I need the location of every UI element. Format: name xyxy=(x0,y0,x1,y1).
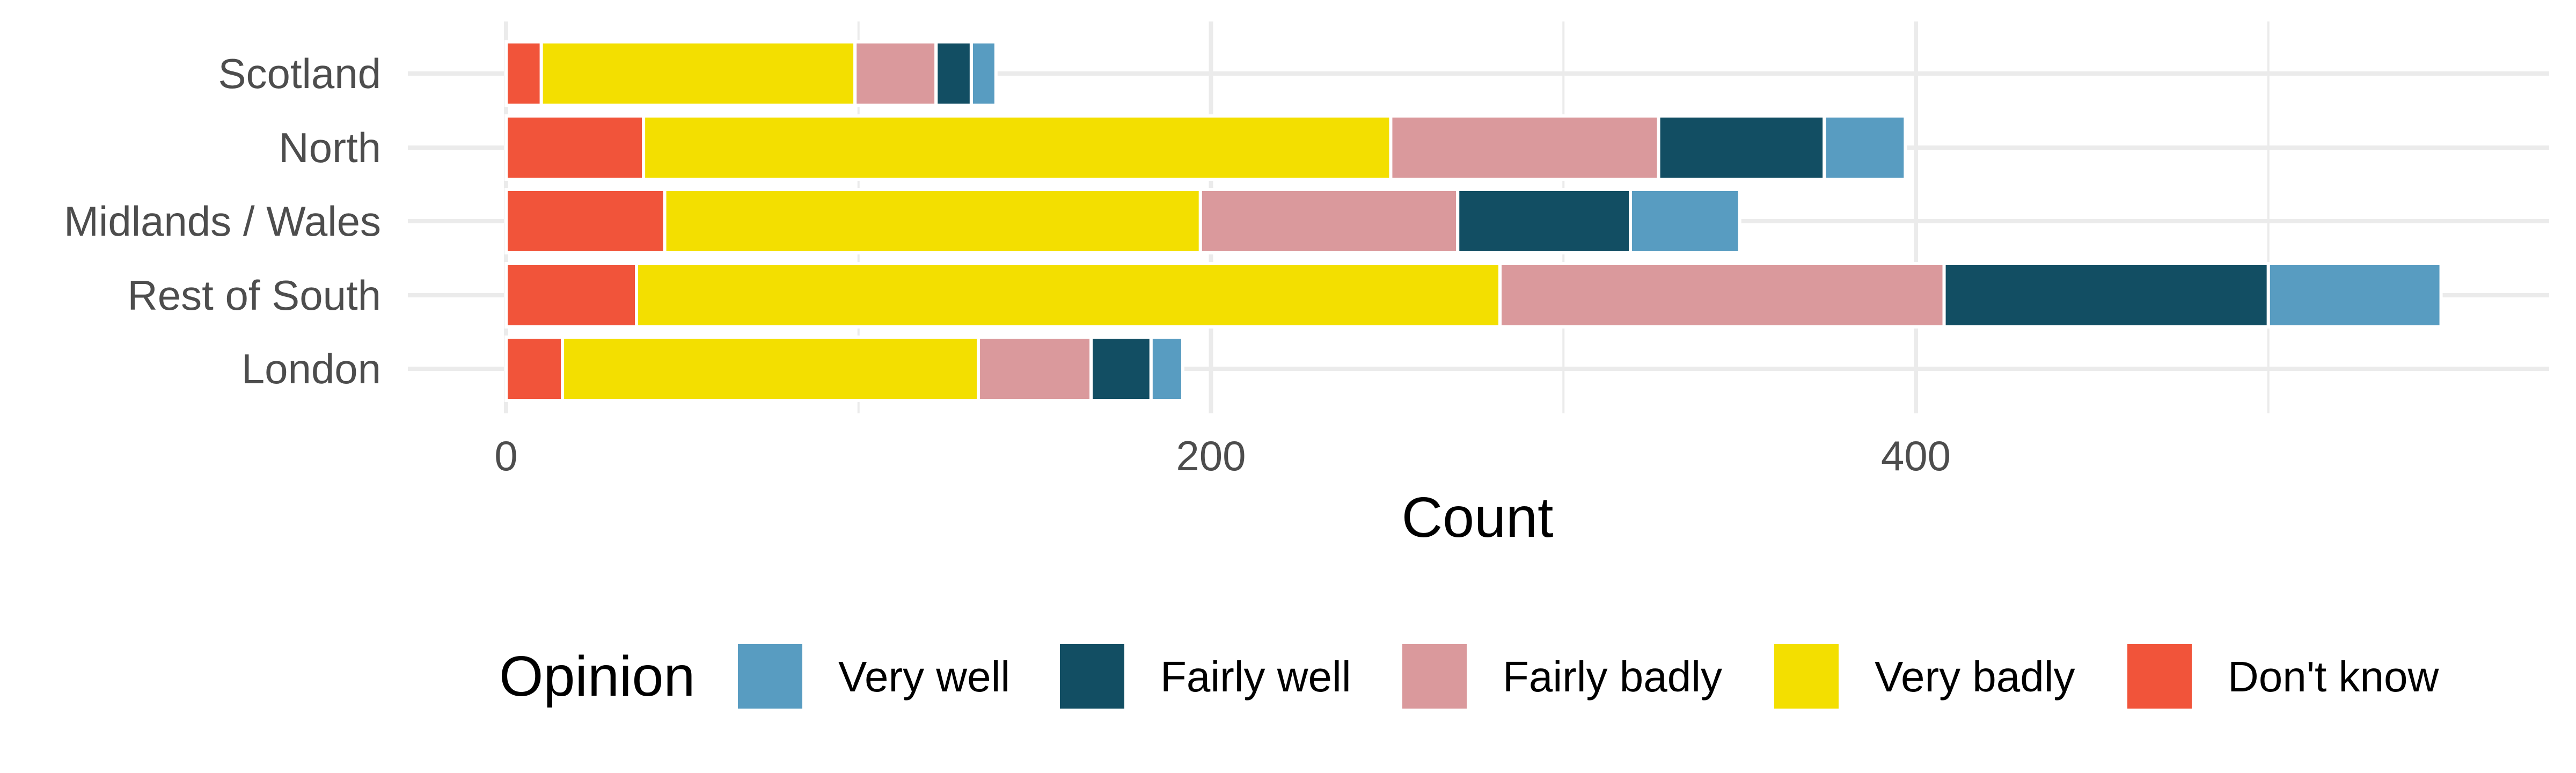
bar-segment-midlands-wales-fairly-badly xyxy=(1198,188,1460,254)
x-tick-label-400: 400 xyxy=(1881,432,1951,479)
bar-segment-rest-of-south-fairly-well xyxy=(1942,262,2270,329)
legend-key-very-well xyxy=(738,644,802,709)
bar-segment-london-fairly-badly xyxy=(977,336,1093,402)
x-axis-tick-labels: 0 200 400 xyxy=(494,432,1951,479)
legend-key-don-t-know xyxy=(2127,644,2192,709)
legend-item-fairly-well: Fairly well xyxy=(1060,644,1351,709)
bar-segment-midlands-wales-fairly-well xyxy=(1456,188,1633,254)
bar-segment-north-fairly-badly xyxy=(1389,114,1660,181)
legend-item-very-badly: Very badly xyxy=(1774,644,2075,709)
bar-segment-midlands-wales-don-t-know xyxy=(504,188,667,254)
bar-scotland xyxy=(504,40,998,107)
legend-key-fairly-well xyxy=(1060,644,1124,709)
x-tick-label-0: 0 xyxy=(494,432,517,479)
bar-segment-london-don-t-know xyxy=(504,336,565,402)
bar-segment-north-fairly-well xyxy=(1657,114,1826,181)
bar-segment-scotland-fairly-well xyxy=(934,40,973,107)
legend-label-fairly-well: Fairly well xyxy=(1160,653,1351,701)
bar-segment-rest-of-south-very-badly xyxy=(634,262,1502,329)
bar-rest-of-south xyxy=(504,262,2443,329)
bar-segment-london-very-well xyxy=(1149,336,1184,402)
bar-segment-north-don-t-know xyxy=(504,114,646,181)
bar-segment-scotland-very-well xyxy=(969,40,998,107)
legend: Opinion Very well Fairly well Fairly badly… xyxy=(499,644,2439,709)
bar-segment-scotland-don-t-know xyxy=(504,40,543,107)
bar-segment-midlands-wales-very-badly xyxy=(663,188,1202,254)
bar-segment-london-fairly-well xyxy=(1089,336,1153,402)
legend-label-very-well: Very well xyxy=(838,653,1010,701)
bar-segment-north-very-well xyxy=(1823,114,1907,181)
bar-segment-london-very-badly xyxy=(561,336,980,402)
legend-label-very-badly: Very badly xyxy=(1875,653,2075,701)
bar-segment-rest-of-south-fairly-badly xyxy=(1498,262,1946,329)
y-tick-label-midlands-wales: Midlands / Wales xyxy=(64,198,381,245)
x-tick-label-200: 200 xyxy=(1176,432,1246,479)
bar-segment-rest-of-south-don-t-know xyxy=(504,262,638,329)
legend-title: Opinion xyxy=(499,645,695,708)
y-axis-tick-labels: Scotland North Midlands / Wales Rest of Sou… xyxy=(64,50,381,392)
legend-label-fairly-badly: Fairly badly xyxy=(1503,653,1722,701)
bar-segment-scotland-fairly-badly xyxy=(853,40,938,107)
y-tick-label-scotland: Scotland xyxy=(218,50,381,97)
y-tick-label-rest-of-south: Rest of South xyxy=(127,272,381,319)
legend-key-very-badly xyxy=(1774,644,1839,709)
bar-segment-rest-of-south-very-well xyxy=(2266,262,2443,329)
legend-item-fairly-badly: Fairly badly xyxy=(1402,644,1722,709)
bar-layer xyxy=(504,40,2443,402)
bar-midlands-wales xyxy=(504,188,1741,254)
legend-key-fairly-badly xyxy=(1402,644,1467,709)
y-tick-label-north: North xyxy=(279,124,381,171)
y-tick-label-london: London xyxy=(241,345,381,392)
bar-segment-north-very-badly xyxy=(642,114,1393,181)
legend-label-don-t-know: Don't know xyxy=(2228,653,2439,701)
legend-item-very-well: Very well xyxy=(738,644,1010,709)
legend-item-don-t-know: Don't know xyxy=(2127,644,2439,709)
x-axis-label: Count xyxy=(1402,486,1554,549)
bar-segment-midlands-wales-very-well xyxy=(1629,188,1741,254)
bar-london xyxy=(504,336,1184,402)
bar-segment-scotland-very-badly xyxy=(539,40,857,107)
bar-north xyxy=(504,114,1907,181)
